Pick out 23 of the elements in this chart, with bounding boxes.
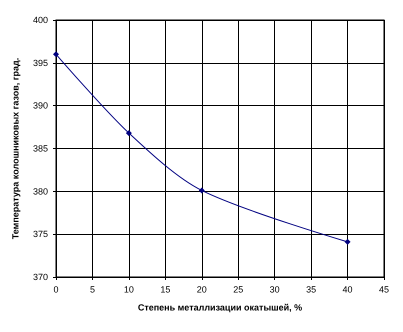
y-tick-label: 400: [32, 15, 48, 25]
y-tick-label: 370: [32, 272, 48, 282]
y-tick-label: 385: [32, 144, 48, 154]
x-tick-label: 30: [270, 284, 280, 294]
point: [198, 187, 205, 194]
x-tick-label: 25: [233, 284, 244, 294]
y-tick-label: 380: [32, 186, 48, 196]
x-tick-label: 45: [378, 284, 390, 294]
x-axis-title: Степень металлизации окатышей, %: [138, 302, 302, 312]
x-tick-label: 40: [342, 284, 353, 294]
x-tick-label: 35: [306, 284, 316, 294]
y-tick-label: 390: [32, 100, 48, 111]
point: [344, 238, 351, 245]
y-axis-title: Температура колошниковых газов, град.: [10, 58, 20, 240]
x-tick-label: 20: [196, 284, 207, 294]
y-tick-label: 375: [32, 229, 48, 240]
point: [126, 130, 132, 136]
y-tick-label: 395: [32, 58, 48, 68]
x-tick-label: 0: [53, 284, 59, 294]
point: [53, 51, 59, 58]
x-tick-label: 10: [124, 284, 134, 294]
x-tick-label: 5: [90, 284, 95, 294]
x-tick-label: 15: [160, 284, 170, 294]
